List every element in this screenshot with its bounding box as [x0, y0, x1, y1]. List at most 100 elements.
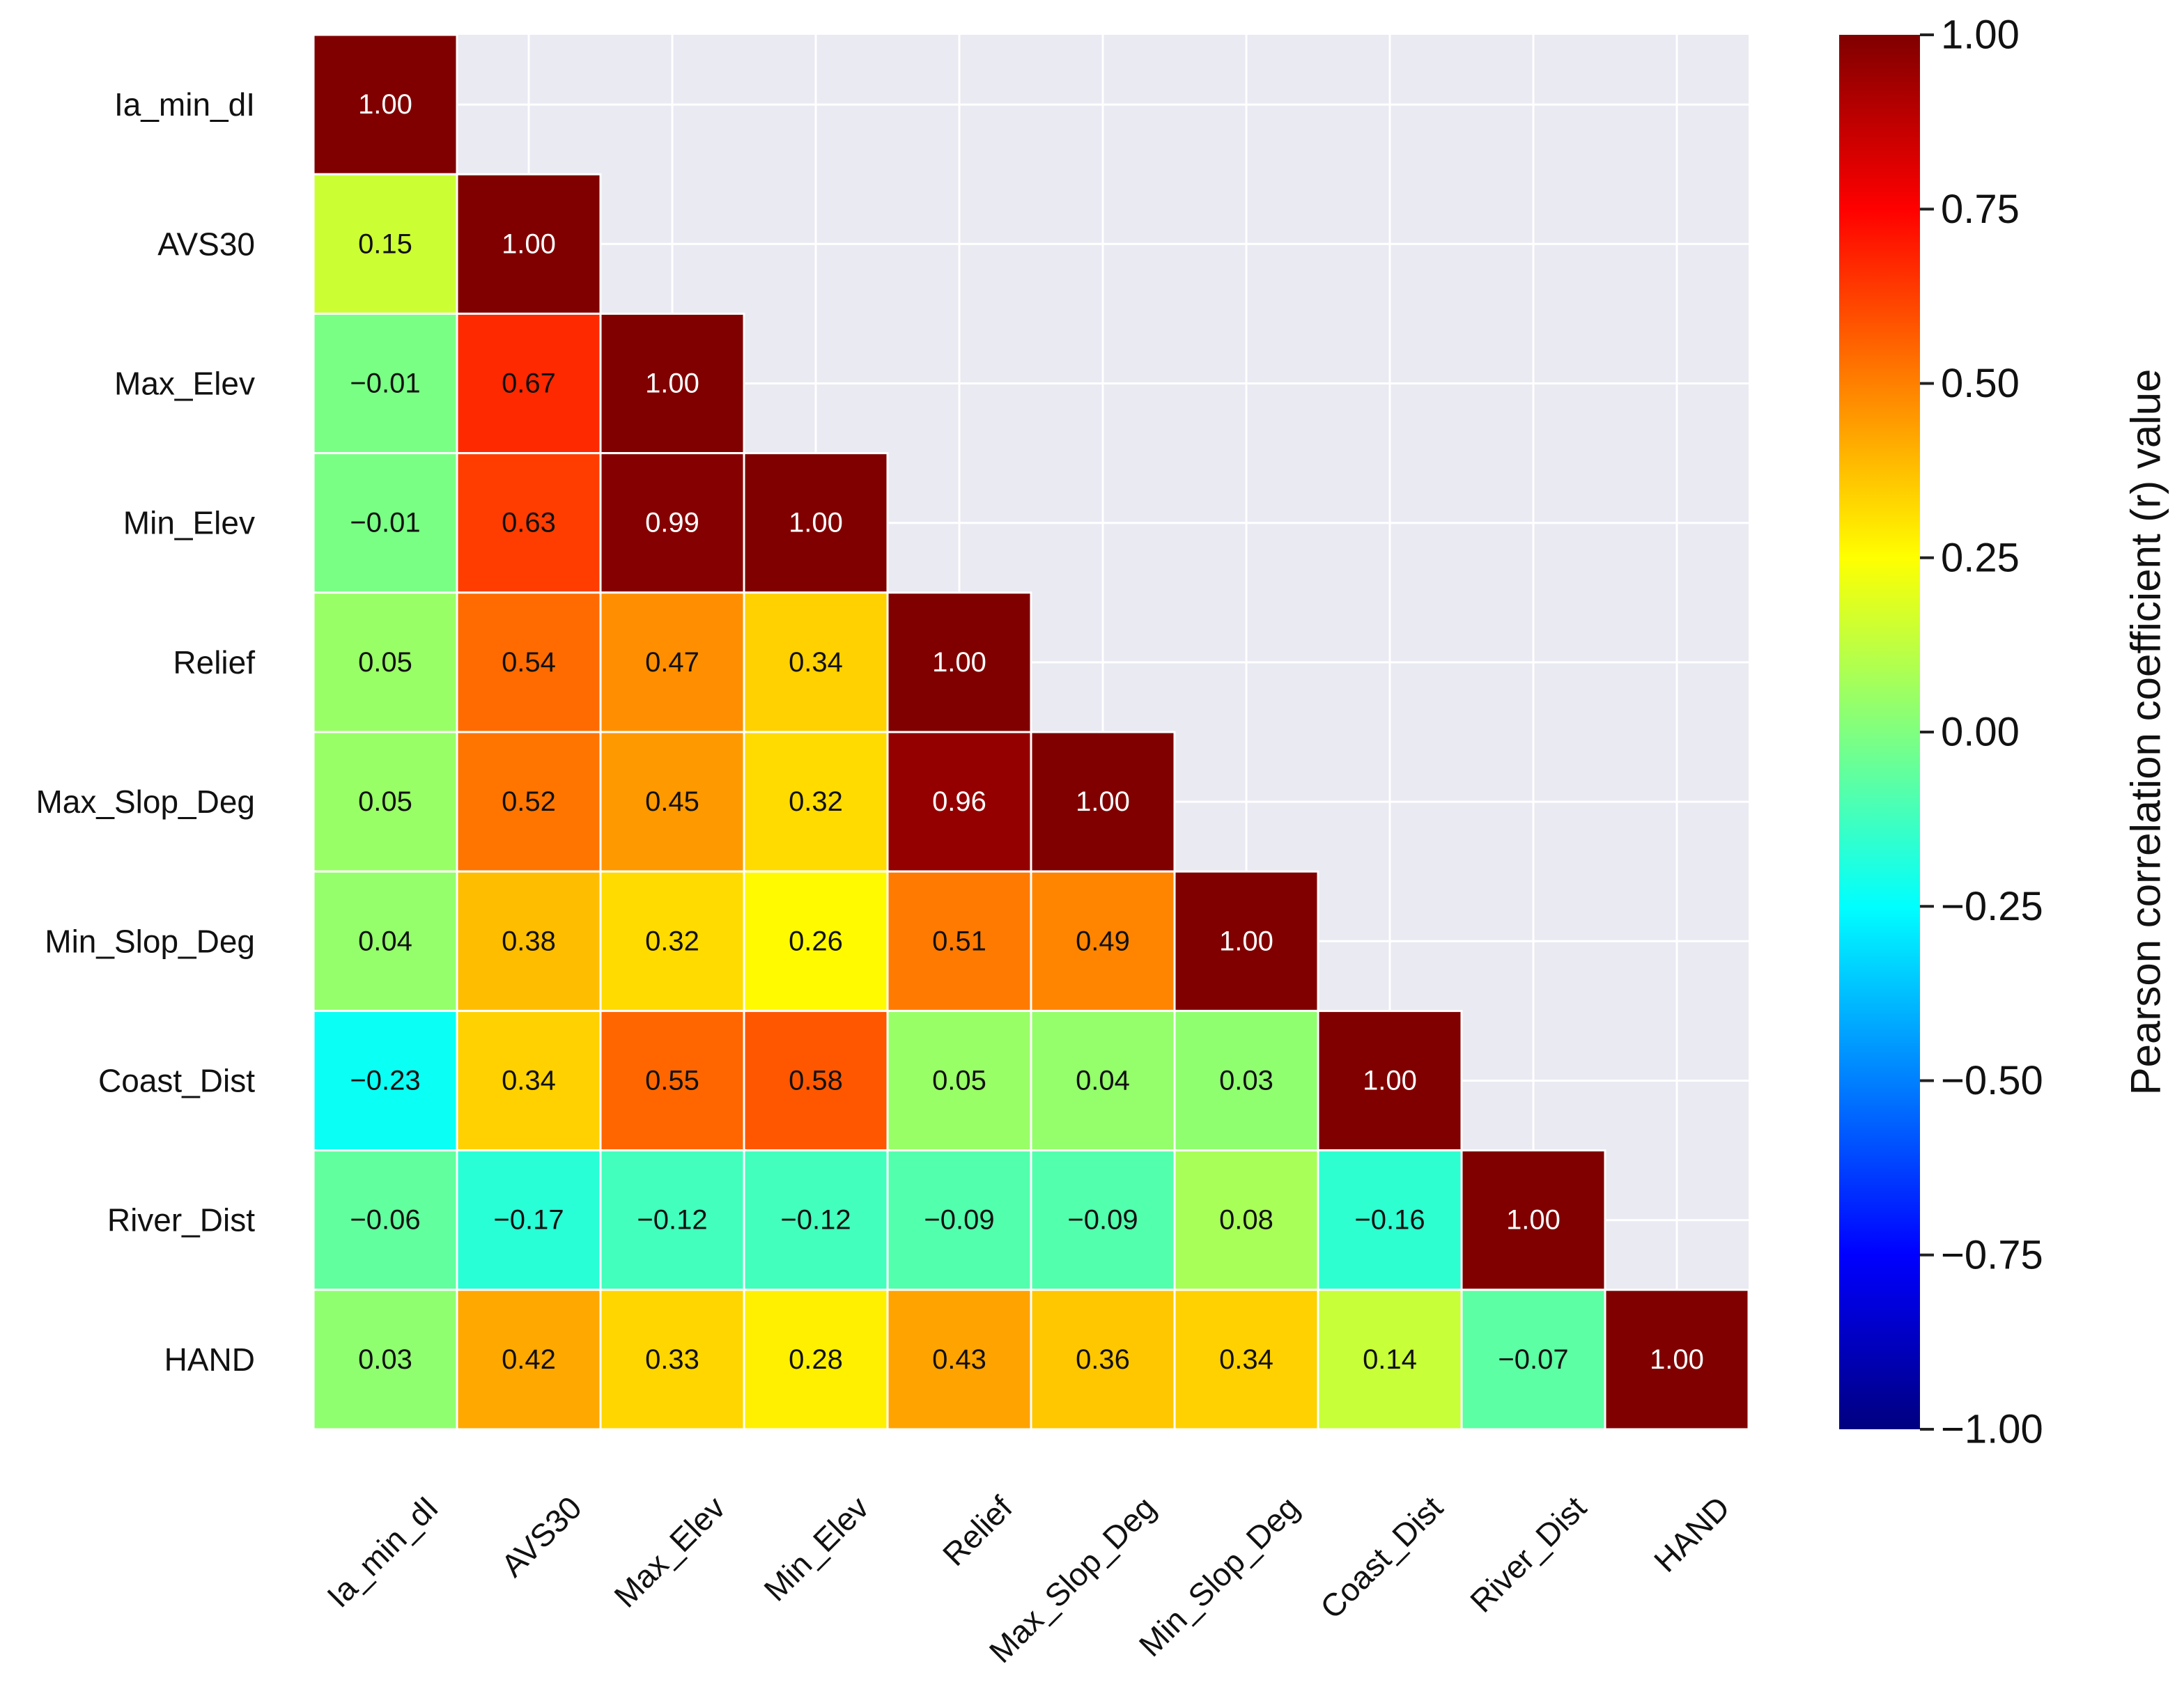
- heatmap-cell: [312, 1149, 458, 1291]
- cell-value-labels: 1.00 0.15 1.00 −0.01 0.67 1.00 −0.01 0.63 0.99 1.…: [350, 89, 1704, 1375]
- cell-value-label: 0.43: [932, 1344, 986, 1375]
- cell-value-label: −0.01: [350, 508, 420, 538]
- heatmap-cells: [312, 33, 1750, 1431]
- heatmap-cell: [886, 1009, 1032, 1152]
- cell-value-label: 0.99: [645, 508, 699, 538]
- cell-value-label: 0.49: [1076, 926, 1130, 956]
- cell-value-label: 0.63: [502, 508, 556, 538]
- heatmap-cell: [1604, 1289, 1750, 1431]
- heatmap-cell: [886, 1149, 1032, 1291]
- y-tick-label: AVS30: [157, 226, 255, 262]
- heatmap-cell: [1460, 1149, 1606, 1291]
- cell-value-label: −0.17: [493, 1205, 564, 1236]
- cell-value-label: 0.03: [1219, 1066, 1273, 1096]
- y-tick-label: Coast_Dist: [98, 1063, 255, 1099]
- heatmap-cell: [886, 1289, 1032, 1431]
- y-tick-label: Ia_min_dI: [114, 86, 255, 123]
- colorbar-tick-label: 0.50: [1941, 361, 2020, 406]
- cell-value-label: 0.32: [645, 926, 699, 956]
- cell-value-label: 0.28: [789, 1344, 843, 1375]
- heatmap-cell: [1030, 1009, 1176, 1152]
- cell-value-label: 0.15: [358, 228, 412, 259]
- heatmap-cell: [743, 1149, 889, 1291]
- cell-value-label: −0.12: [780, 1205, 851, 1236]
- heatmap-cell: [456, 452, 602, 594]
- heatmap-cell: [743, 1009, 889, 1152]
- cell-value-label: 1.00: [932, 647, 986, 678]
- colorbar-tick-label: 0.25: [1941, 535, 2020, 580]
- cell-value-label: 0.45: [645, 786, 699, 817]
- cell-value-label: −0.01: [350, 368, 420, 399]
- cell-value-label: 1.00: [789, 508, 843, 538]
- cell-value-label: 0.34: [502, 1066, 556, 1096]
- y-tick-label: HAND: [164, 1342, 255, 1378]
- cell-value-label: −0.09: [1067, 1205, 1138, 1236]
- heatmap-cell: [886, 591, 1032, 733]
- colorbar-tick-label: −0.75: [1941, 1232, 2043, 1277]
- colorbar-tick-label: −1.00: [1941, 1407, 2043, 1452]
- cell-value-label: −0.16: [1354, 1205, 1425, 1236]
- heatmap-cell: [456, 870, 602, 1012]
- cell-value-label: 0.34: [1219, 1344, 1273, 1375]
- heatmap-cell: [599, 1149, 745, 1291]
- cell-value-label: −0.09: [924, 1205, 994, 1236]
- heatmap-cell: [1173, 1149, 1319, 1291]
- cell-value-label: 0.34: [789, 647, 843, 678]
- cell-value-label: 0.55: [645, 1066, 699, 1096]
- colorbar-tick-label: 0.00: [1941, 710, 2020, 755]
- heatmap-cell: [743, 452, 889, 594]
- cell-value-label: 1.00: [1650, 1344, 1704, 1375]
- cell-value-label: 0.58: [789, 1066, 843, 1096]
- cell-value-label: −0.12: [637, 1205, 707, 1236]
- cell-value-label: 0.04: [358, 926, 412, 956]
- heatmap-cell: [743, 1289, 889, 1431]
- cell-value-label: 0.38: [502, 926, 556, 956]
- y-tick-label: Max_Slop_Deg: [36, 784, 255, 820]
- heatmap-cell: [456, 1289, 602, 1431]
- heatmap-cell: [599, 312, 745, 455]
- cell-value-label: 1.00: [645, 368, 699, 399]
- y-tick-label: River_Dist: [107, 1202, 255, 1238]
- y-tick-label: Min_Elev: [123, 505, 255, 541]
- heatmap-cell: [1030, 1289, 1176, 1431]
- heatmap-cell: [312, 312, 458, 455]
- heatmap-cell: [1030, 1149, 1176, 1291]
- cell-value-label: −0.06: [350, 1205, 420, 1236]
- colorbar-tick-label: −0.50: [1941, 1058, 2043, 1103]
- cell-value-label: 1.00: [1219, 926, 1273, 956]
- heatmap-cell: [312, 870, 458, 1012]
- cell-value-label: 0.42: [502, 1344, 556, 1375]
- cell-value-label: 0.26: [789, 926, 843, 956]
- cell-value-label: 0.51: [932, 926, 986, 956]
- y-tick-labels: Ia_min_dI AVS30 Max_Elev Min_Elev Relief Max_…: [36, 86, 255, 1378]
- cell-value-label: 1.00: [1363, 1066, 1417, 1096]
- heatmap-cell: [456, 1009, 602, 1152]
- cell-value-label: 0.52: [502, 786, 556, 817]
- heatmap-cell: [1317, 1289, 1463, 1431]
- heatmap-cell: [743, 731, 889, 873]
- cell-value-label: 0.03: [358, 1344, 412, 1375]
- cell-value-label: 1.00: [358, 89, 412, 120]
- cell-value-label: 1.00: [502, 228, 556, 259]
- cell-value-label: −0.07: [1498, 1344, 1568, 1375]
- cell-value-label: 0.05: [932, 1066, 986, 1096]
- cell-value-label: 0.67: [502, 368, 556, 399]
- cell-value-label: 0.33: [645, 1344, 699, 1375]
- cell-value-label: −0.23: [350, 1066, 420, 1096]
- cell-value-label: 1.00: [1076, 786, 1130, 817]
- cell-value-label: 0.47: [645, 647, 699, 678]
- heatmap-cell: [743, 591, 889, 733]
- y-tick-label: Max_Elev: [114, 366, 255, 402]
- y-tick-label: Min_Slop_Deg: [45, 923, 255, 959]
- heatmap-cell: [456, 731, 602, 873]
- heatmap-cell: [1173, 1289, 1319, 1431]
- cell-value-label: 0.05: [358, 786, 412, 817]
- colorbar-tick-label: 1.00: [1941, 13, 2020, 58]
- cell-value-label: 0.36: [1076, 1344, 1130, 1375]
- heatmap-cell: [456, 591, 602, 733]
- heatmap-cell: [1460, 1289, 1606, 1431]
- heatmap-cell: [312, 591, 458, 733]
- heatmap-cell: [312, 731, 458, 873]
- y-tick-label: Relief: [173, 644, 255, 681]
